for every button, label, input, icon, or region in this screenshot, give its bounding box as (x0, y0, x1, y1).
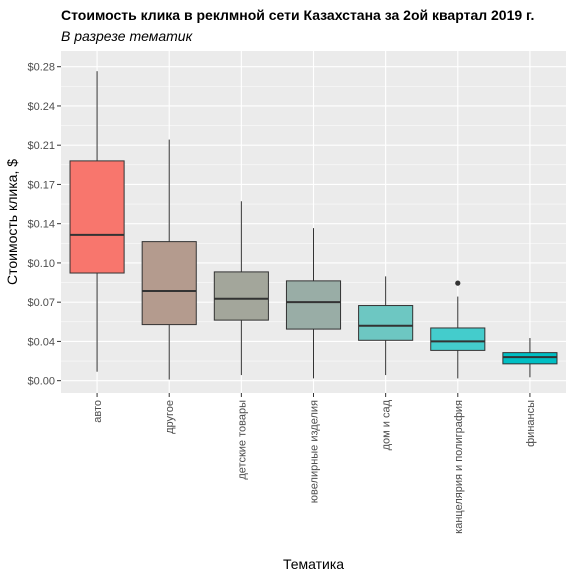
box-body (502, 352, 558, 365)
y-axis: $0.00 $0.04 $0.07 $0.10 $0.14 $0.17 $0.21 $0.24… (27, 62, 61, 388)
box-body (285, 280, 342, 330)
y-tick-label: $0.24 (27, 101, 55, 113)
x-tick-label: детские товары (236, 400, 248, 480)
box-body (358, 305, 414, 341)
box-6 (430, 280, 486, 379)
x-tick-label: другое (164, 400, 176, 434)
x-tick-label: дом и сад (381, 399, 393, 450)
y-tick-label: $0.28 (27, 62, 55, 74)
y-tick-label: $0.00 (27, 376, 55, 388)
box-7 (502, 338, 558, 378)
box-body (69, 160, 125, 274)
x-tick-label: канцелярия и полиграфия (453, 400, 465, 534)
y-tick-label: $0.07 (27, 297, 55, 309)
y-tick-label: $0.17 (27, 179, 55, 191)
y-tick-label: $0.04 (27, 336, 55, 348)
box-1 (69, 71, 125, 372)
x-tick-label: авто (92, 400, 104, 423)
box-body (141, 241, 197, 326)
boxes-layer (69, 71, 558, 380)
x-axis: авто другое детские товары ювелирные издели… (92, 393, 537, 534)
outlier-point (455, 280, 461, 286)
x-axis-title: Тематика (283, 556, 344, 572)
x-tick-label: финансы (525, 400, 537, 447)
box-body (213, 271, 269, 321)
y-tick-label: $0.14 (27, 219, 55, 231)
box-3 (213, 201, 269, 376)
x-tick-label: ювелирные изделия (309, 400, 321, 503)
chart-title: Стоимость клика в реклмной сети Казахста… (61, 7, 535, 23)
y-tick-label: $0.21 (27, 140, 55, 152)
y-axis-title: Стоимость клика, $ (4, 159, 20, 285)
y-tick-label: $0.10 (27, 258, 55, 270)
box-body (430, 327, 486, 351)
chart-subtitle: В разрезе тематик (61, 28, 193, 44)
box-4 (285, 228, 342, 379)
box-2 (141, 139, 197, 380)
box-5 (358, 276, 414, 376)
